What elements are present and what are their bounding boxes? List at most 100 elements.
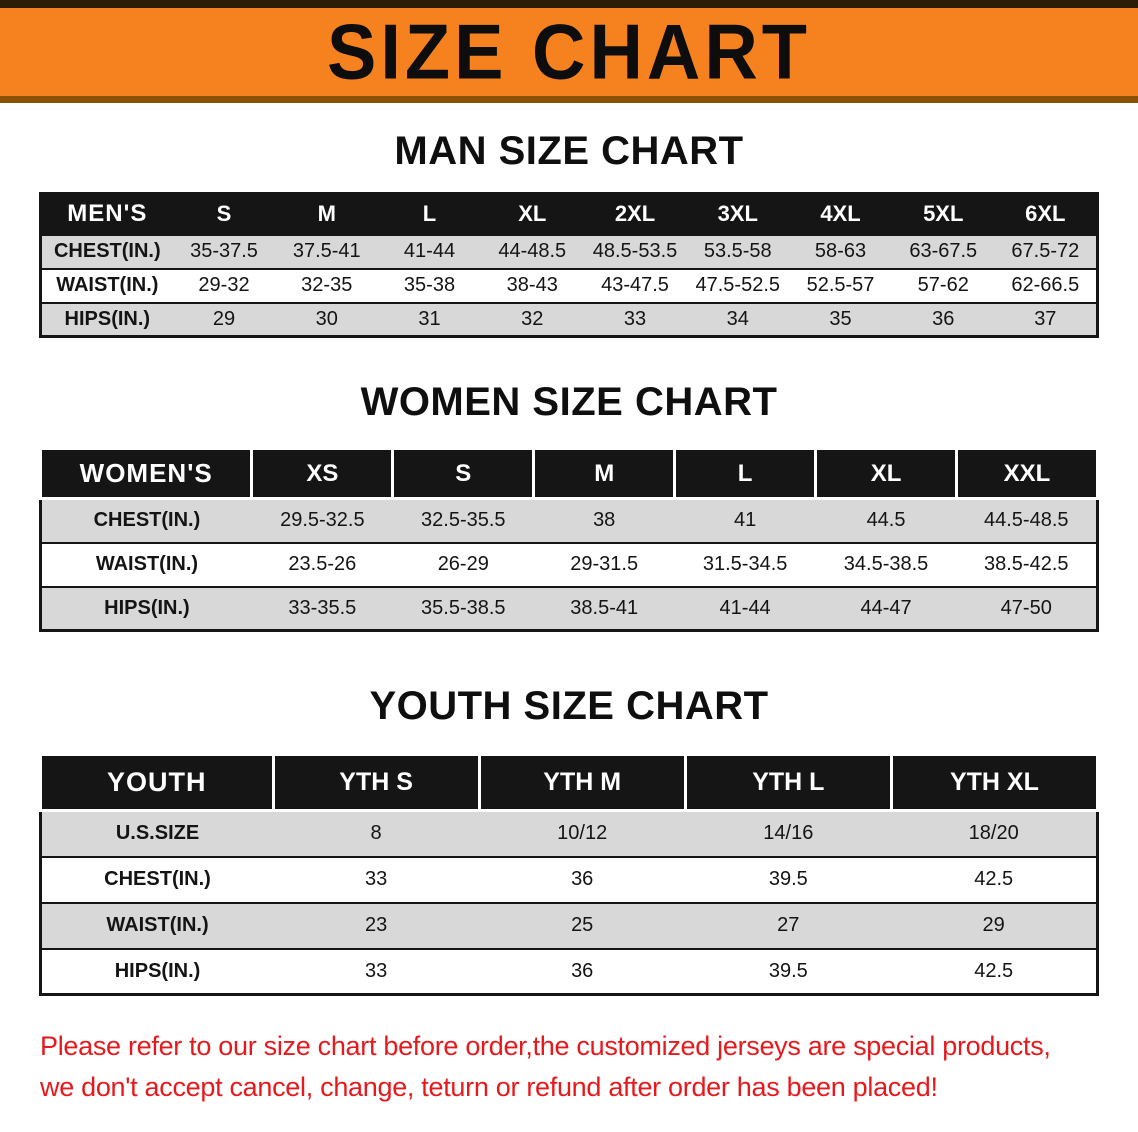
table-row: WAIST(IN.) 29-32 32-35 35-38 38-43 43-47.5 47.… [40,267,1098,303]
value-cell: 58-63 [789,233,892,269]
table-row: CHEST(IN.) 35-37.5 37.5-41 41-44 44-48.5 48.5… [40,233,1098,269]
value-cell: 29-32 [172,267,276,303]
row-label-cell: CHEST(IN.) [40,497,252,543]
size-column-header: YTH L [683,753,893,812]
value-cell: 36 [479,947,686,995]
size-column-header: 3XL [686,193,790,235]
value-cell: 38 [533,497,675,543]
size-column-header: 6XL [994,193,1098,235]
man-size-chart-section: MAN SIZE CHART MEN'S S M L XL 2XL 3XL 4XL 5XL 6XL… [0,129,1138,338]
table-title-cell: MEN'S [40,193,173,235]
value-cell: 31.5-34.5 [674,541,816,587]
size-column-header: 5XL [891,193,995,235]
value-cell: 43-47.5 [583,267,687,303]
value-cell: 42.5 [891,947,1098,995]
value-cell: 34 [686,301,790,337]
size-column-header: YTH M [477,753,687,812]
value-cell: 36 [891,301,995,337]
value-cell: 25 [479,901,686,949]
value-cell: 33 [273,947,480,995]
value-cell: 30 [275,301,379,337]
row-label-cell: HIPS(IN.) [40,585,252,631]
banner: SIZE CHART [0,0,1138,103]
table-row: U.S.SIZE 8 10/12 14/16 18/20 [40,809,1098,857]
value-cell: 42.5 [891,855,1098,903]
youth-size-chart-section: YOUTH SIZE CHART YOUTH YTH S YTH M YTH L YTH… [0,684,1138,996]
value-cell: 37 [994,301,1098,337]
footer-line-1: Please refer to our size chart before or… [40,1031,1051,1061]
row-label-cell: HIPS(IN.) [40,301,173,337]
value-cell: 44-47 [815,585,957,631]
banner-title: SIZE CHART [327,7,811,96]
value-cell: 38.5-42.5 [956,541,1098,587]
value-cell: 39.5 [685,947,892,995]
row-label-cell: WAIST(IN.) [40,541,252,587]
size-column-header: 4XL [789,193,892,235]
footer-line-2: we don't accept cancel, change, teturn o… [40,1071,938,1102]
value-cell: 10/12 [479,809,686,857]
value-cell: 33-35.5 [251,585,393,631]
table-row: CHEST(IN.) 29.5-32.5 32.5-35.5 38 41 44.5 44.5… [40,497,1098,543]
size-column-header: XS [250,447,395,500]
value-cell: 14/16 [685,809,892,857]
size-column-header: L [673,447,818,500]
womens-size-table: WOMEN'S XS S M L XL XXL CHEST(IN.) 29.5-32.5 32.… [38,447,1099,632]
header-row: WOMEN'S XS S M L XL XXL [38,447,1099,500]
value-cell: 33 [583,301,687,337]
value-cell: 23 [273,901,480,949]
value-cell: 48.5-53.5 [583,233,687,269]
table-row: CHEST(IN.) 33 36 39.5 42.5 [40,855,1098,903]
value-cell: 35.5-38.5 [392,585,534,631]
table-title-cell: WOMEN'S [38,447,254,500]
value-cell: 18/20 [891,809,1098,857]
row-label-cell: HIPS(IN.) [40,947,274,995]
row-label-cell: WAIST(IN.) [40,267,173,303]
size-column-header: XL [480,193,584,235]
value-cell: 47.5-52.5 [686,267,790,303]
table-row: WAIST(IN.) 23.5-26 26-29 29-31.5 31.5-34.5 34… [40,541,1098,587]
size-column-header: 2XL [583,193,687,235]
size-column-header: YTH S [271,753,481,812]
value-cell: 34.5-38.5 [815,541,957,587]
value-cell: 8 [273,809,480,857]
value-cell: 44-48.5 [480,233,584,269]
value-cell: 32.5-35.5 [392,497,534,543]
value-cell: 37.5-41 [275,233,379,269]
size-column-header: YTH XL [889,753,1100,812]
row-label-cell: CHEST(IN.) [40,855,274,903]
table-row: HIPS(IN.) 33-35.5 35.5-38.5 38.5-41 41-44 44-… [40,585,1098,631]
value-cell: 57-62 [891,267,995,303]
value-cell: 44.5 [815,497,957,543]
table-row: HIPS(IN.) 29 30 31 32 33 34 35 36 37 [40,301,1098,337]
value-cell: 26-29 [392,541,534,587]
youth-size-table: YOUTH YTH S YTH M YTH L YTH XL U.S.SIZE 8 10/1… [39,753,1100,996]
value-cell: 39.5 [685,855,892,903]
value-cell: 27 [685,901,892,949]
header-row: YOUTH YTH S YTH M YTH L YTH XL [39,753,1100,812]
value-cell: 33 [273,855,480,903]
value-cell: 41-44 [378,233,481,269]
value-cell: 29 [891,901,1098,949]
youth-size-chart-heading: YOUTH SIZE CHART [369,684,769,728]
size-column-header: S [172,193,276,235]
size-column-header: S [391,447,536,500]
value-cell: 23.5-26 [251,541,393,587]
header-row: MEN'S S M L XL 2XL 3XL 4XL 5XL 6XL [40,193,1098,235]
value-cell: 36 [479,855,686,903]
women-size-chart-heading: WOMEN SIZE CHART [360,380,778,424]
value-cell: 67.5-72 [994,233,1098,269]
value-cell: 32-35 [275,267,379,303]
value-cell: 38.5-41 [533,585,675,631]
value-cell: 53.5-58 [686,233,790,269]
value-cell: 29 [172,301,276,337]
table-row: WAIST(IN.) 23 25 27 29 [40,901,1098,949]
row-label-cell: WAIST(IN.) [40,901,274,949]
value-cell: 62-66.5 [994,267,1098,303]
value-cell: 32 [480,301,584,337]
value-cell: 47-50 [956,585,1098,631]
value-cell: 41-44 [674,585,816,631]
size-column-header: L [378,193,481,235]
value-cell: 44.5-48.5 [956,497,1098,543]
value-cell: 35 [789,301,892,337]
table-row: HIPS(IN.) 33 36 39.5 42.5 [40,947,1098,995]
